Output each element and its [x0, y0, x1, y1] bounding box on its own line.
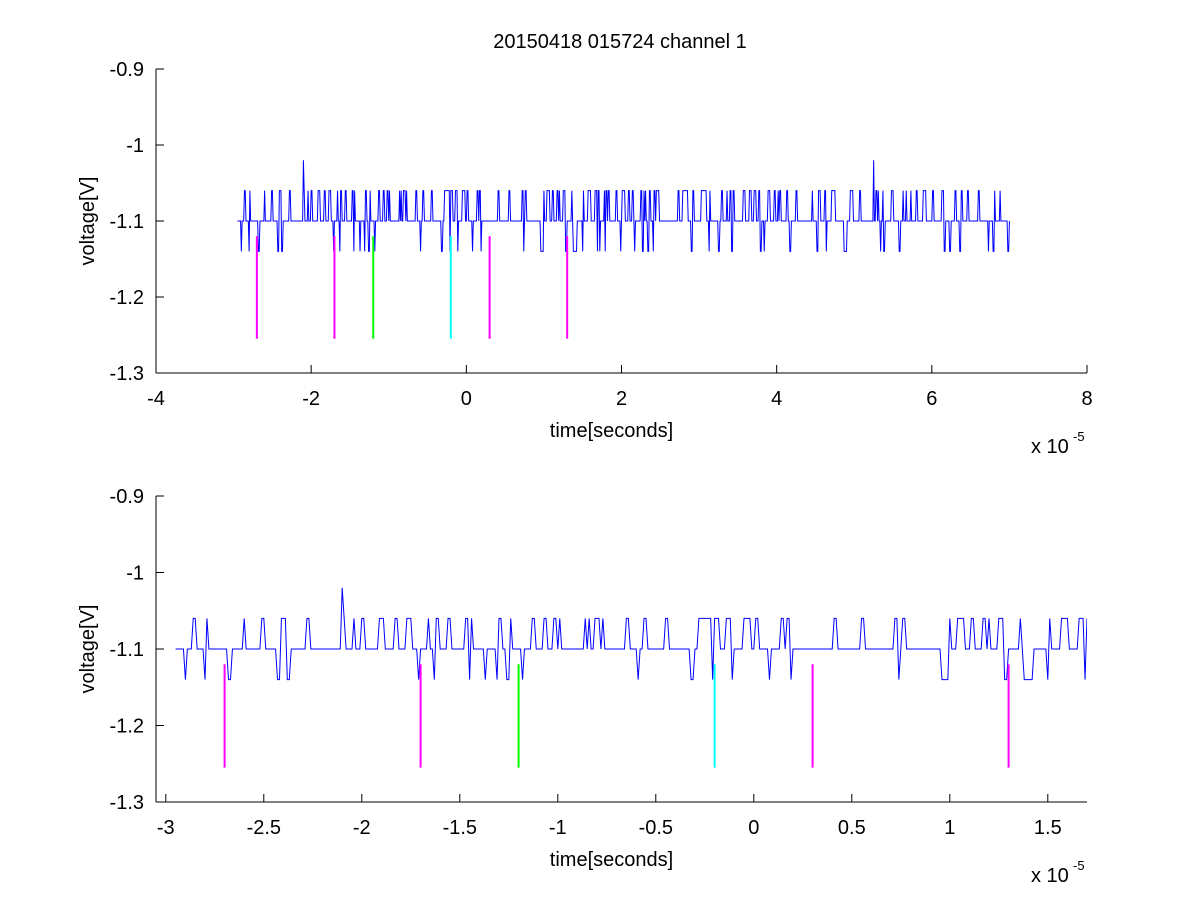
top-y-tick-label: -1.3: [110, 363, 144, 385]
bottom-x-exponent: -5: [1073, 858, 1085, 873]
top-x-tick-label: 8: [1081, 388, 1092, 410]
plot-top: -0.9 -1 -1.1 -1.2 -1.3-4 -2 0 2 4 6 8 time[seconds]…: [77, 59, 1093, 458]
top-x-tick-label: 0: [461, 388, 472, 410]
top-y-tick-label: -0.9: [110, 59, 144, 81]
bottom-y-tick-label: -0.9: [110, 486, 144, 508]
bottom-y-tick-label: -1.1: [110, 639, 144, 661]
top-y-tick-label: -1: [126, 135, 144, 157]
top-x-tick-label: 6: [926, 388, 937, 410]
top-y-tick-label: -1.2: [110, 287, 144, 309]
bottom-x-tick-label: 1.5: [1034, 817, 1062, 839]
bottom-voltage-trace: [175, 587, 1087, 681]
bottom-x-tick-label: -2.5: [247, 817, 281, 839]
plot-bottom: -0.9 -1 -1.1 -1.2 -1.3 -3 -2.5 -2 -1.5 -1 -0.5 0 0.5…: [77, 486, 1087, 887]
bottom-y-tick-label: -1.2: [110, 716, 144, 738]
top-y-axis-label: voltage[V]: [77, 177, 99, 266]
bottom-x-tick-label: -1: [549, 817, 567, 839]
top-voltage-trace: [237, 160, 1010, 252]
top-x-axis-label: time[seconds]: [550, 420, 673, 442]
bottom-x-exponent-base: x 10: [1031, 865, 1069, 887]
top-x-tick-label: 4: [771, 388, 782, 410]
bottom-y-axis-label: voltage[V]: [77, 605, 99, 694]
bottom-x-tick-label: 0: [748, 817, 759, 839]
bottom-x-tick-label: -2: [353, 817, 371, 839]
top-x-exponent-base: x 10: [1031, 436, 1069, 458]
bottom-y-tick-label: -1.3: [110, 792, 144, 814]
top-x-exponent: -5: [1073, 429, 1085, 444]
bottom-x-tick-label: 1: [944, 817, 955, 839]
bottom-x-axis-label: time[seconds]: [550, 849, 673, 871]
bottom-x-tick-label: 0.5: [838, 817, 866, 839]
bottom-x-tick-label: -0.5: [639, 817, 673, 839]
bottom-x-tick-label: -1.5: [443, 817, 477, 839]
top-y-tick-label: -1.1: [110, 211, 144, 233]
figure-title: 20150418 015724 channel 1: [493, 31, 747, 53]
top-x-tick-label: -2: [302, 388, 320, 410]
bottom-x-tick-label: -3: [157, 817, 175, 839]
top-x-tick-label: -4: [147, 388, 165, 410]
top-x-tick-label: 2: [616, 388, 627, 410]
bottom-y-tick-label: -1: [126, 563, 144, 585]
